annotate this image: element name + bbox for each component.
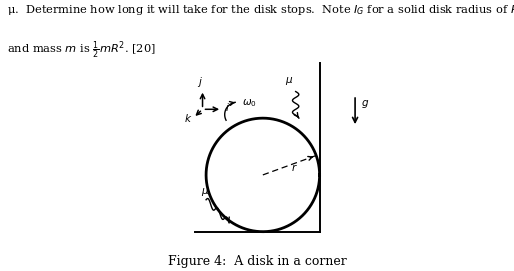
Text: μ.  Determine how long it will take for the disk stops.  Note $I_G$ for a solid : μ. Determine how long it will take for t… [7,3,514,17]
Text: $\mu$: $\mu$ [201,186,209,198]
Text: $r$: $r$ [291,162,298,173]
Text: $k$: $k$ [183,112,192,124]
Text: $g$: $g$ [361,98,370,110]
Text: $\omega_0$: $\omega_0$ [243,97,258,109]
Text: $j$: $j$ [197,75,203,89]
Text: and mass $m$ is $\frac{1}{2}mR^2$. [20]: and mass $m$ is $\frac{1}{2}mR^2$. [20] [7,39,155,61]
Text: $\mu$: $\mu$ [285,75,293,87]
Text: Figure 4:  A disk in a corner: Figure 4: A disk in a corner [168,255,346,268]
Text: $i$: $i$ [225,101,230,113]
